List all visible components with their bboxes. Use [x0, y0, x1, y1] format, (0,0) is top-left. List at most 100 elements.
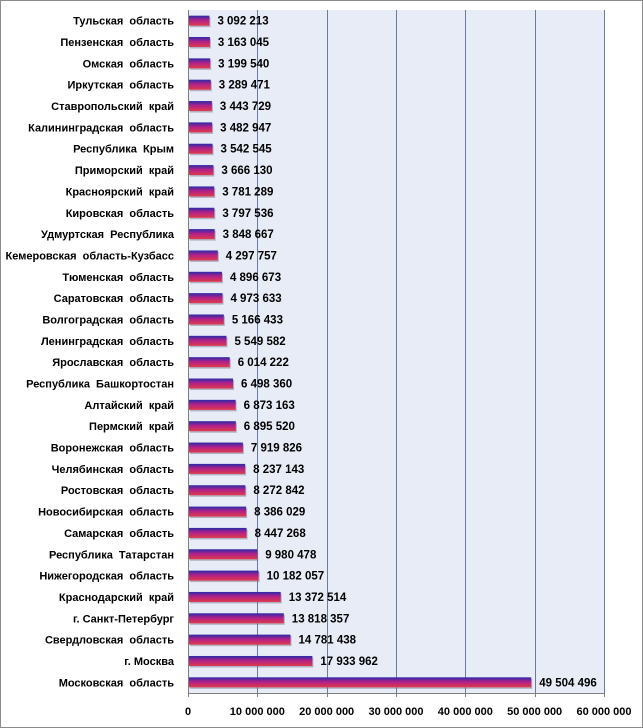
data-label: 3 163 045 — [218, 37, 270, 49]
category-label: Пермский край — [89, 421, 174, 433]
data-label: 3 443 729 — [220, 101, 271, 113]
category-label: Пензенская область — [60, 37, 174, 49]
data-label: 4 297 757 — [226, 250, 277, 262]
bar — [189, 613, 284, 624]
category-label: Республика Татарстан — [49, 549, 174, 561]
data-label: 17 933 962 — [320, 656, 378, 668]
data-label: 3 542 545 — [221, 144, 273, 156]
bar — [189, 485, 246, 496]
data-label: 8 447 268 — [255, 528, 307, 540]
data-label: 3 199 540 — [218, 58, 269, 70]
category-label: Свердловская область — [45, 635, 174, 647]
data-label: 4 973 633 — [230, 293, 281, 305]
category-label: Ярославская область — [52, 357, 174, 369]
x-tick-label: 30 000 000 — [368, 706, 423, 718]
bar — [189, 250, 218, 261]
data-label: 49 504 496 — [539, 677, 597, 689]
data-label: 14 781 438 — [298, 635, 356, 647]
bar — [189, 101, 212, 112]
data-label: 8 272 842 — [253, 485, 304, 497]
category-label: Самарская область — [64, 528, 174, 540]
data-label: 7 919 826 — [251, 443, 302, 455]
gridlines — [257, 10, 605, 693]
category-label: Нижегородская область — [39, 571, 174, 583]
x-tick-label: 10 000 000 — [230, 706, 285, 718]
data-label: 3 092 213 — [217, 16, 268, 28]
bar — [189, 378, 234, 389]
category-label: Краснодарский край — [59, 592, 174, 604]
data-label: 5 166 433 — [232, 314, 283, 326]
data-label: 9 980 478 — [265, 549, 317, 561]
bar — [189, 293, 223, 304]
category-label: Алтайский край — [84, 400, 174, 412]
data-label: 10 182 057 — [267, 571, 325, 583]
data-label: 5 549 582 — [234, 336, 285, 348]
category-label: Новосибирская область — [38, 507, 174, 519]
bar — [189, 677, 532, 688]
category-label: Воронежская область — [51, 443, 174, 455]
bar — [189, 442, 243, 453]
category-label: Волгоградская область — [42, 314, 174, 326]
data-label: 3 482 947 — [220, 122, 271, 134]
data-label: 6 895 520 — [244, 421, 295, 433]
category-label: Ленинградская область — [41, 336, 174, 348]
data-label: 3 797 536 — [222, 208, 273, 220]
x-tick-label: 20 000 000 — [299, 706, 354, 718]
x-tick-label: 60 000 000 — [576, 706, 631, 718]
bar — [189, 655, 313, 666]
bar — [189, 549, 258, 560]
category-labels: Тульская область Пензенская область Омская… — [6, 16, 175, 690]
bar — [189, 335, 227, 346]
bar — [189, 58, 211, 69]
category-label: Ставропольский край — [51, 101, 174, 113]
data-label: 3 781 289 — [222, 186, 273, 198]
bar — [189, 463, 246, 474]
category-label: Республика Крым — [73, 144, 174, 156]
category-label: Ростовская область — [61, 485, 174, 497]
category-label: Омская область — [83, 58, 175, 70]
bar — [189, 506, 247, 517]
x-tick-label: 50 000 000 — [507, 706, 562, 718]
data-label: 3 666 130 — [221, 165, 272, 177]
bar — [189, 165, 214, 176]
bar — [189, 634, 291, 645]
bar — [189, 570, 259, 581]
category-label: г. Москва — [124, 656, 175, 668]
bar — [189, 79, 211, 90]
data-label: 13 818 357 — [292, 613, 350, 625]
data-labels: 3 092 213 3 163 045 3 199 540 3 289 471 3 44… — [217, 16, 596, 690]
category-label: Иркутская область — [67, 80, 174, 92]
category-label: Кировская область — [66, 208, 175, 220]
bar — [189, 399, 236, 410]
data-label: 13 372 514 — [289, 592, 347, 604]
category-label: Челябинская область — [52, 464, 175, 476]
bar — [189, 271, 222, 282]
category-label: Приморский край — [75, 165, 174, 177]
x-axis-ticks: 0 10 000 000 20 000 000 30 000 000 40 000 00… — [185, 10, 632, 718]
data-label: 8 386 029 — [254, 507, 305, 519]
x-tick-label: 40 000 000 — [438, 706, 493, 718]
bar — [189, 591, 281, 602]
category-label: Тюменская область — [62, 272, 174, 284]
category-label: Тульская область — [73, 16, 174, 28]
bar — [189, 15, 210, 26]
bars — [189, 15, 533, 689]
data-label: 6 873 163 — [244, 400, 295, 412]
bar — [189, 314, 224, 325]
category-label: Кемеровская область-Кузбасс — [6, 250, 174, 262]
category-label: Московская область — [59, 677, 175, 689]
bar — [189, 207, 215, 218]
bar — [189, 143, 213, 154]
data-label: 6 498 360 — [241, 379, 292, 391]
data-label: 3 289 471 — [219, 80, 271, 92]
bar — [189, 186, 215, 197]
category-label: г. Санкт-Петербург — [73, 613, 174, 625]
data-label: 3 848 667 — [223, 229, 274, 241]
category-label: Удмуртская Республика — [41, 229, 175, 241]
bar — [189, 229, 215, 240]
data-label: 4 896 673 — [230, 272, 281, 284]
bar — [189, 527, 247, 538]
category-label: Саратовская область — [54, 293, 175, 305]
